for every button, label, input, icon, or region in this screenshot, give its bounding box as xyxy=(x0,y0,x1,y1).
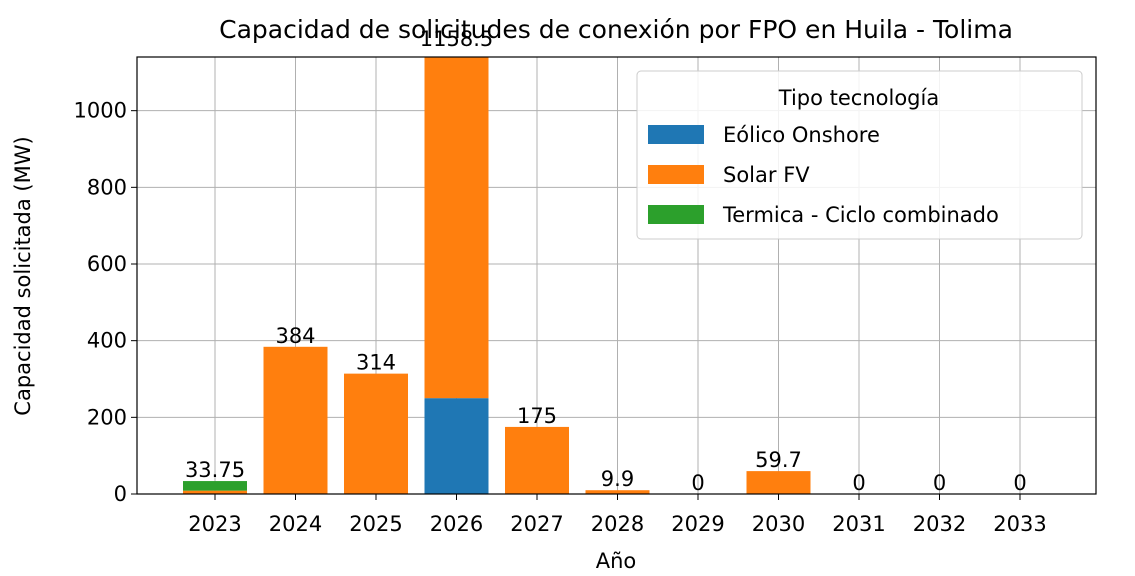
legend-swatch xyxy=(648,165,704,184)
x-tick-label: 2026 xyxy=(430,512,483,536)
legend-swatch xyxy=(648,205,704,224)
total-label: 0 xyxy=(691,471,704,495)
legend-box xyxy=(636,70,1083,240)
plot-frame xyxy=(136,56,1097,495)
y-tick-label: 600 xyxy=(87,252,127,276)
bar-segment xyxy=(505,426,569,494)
bar-segment xyxy=(424,57,489,399)
bar-segment xyxy=(183,490,247,494)
x-tick-label: 2031 xyxy=(832,512,885,536)
legend-swatch xyxy=(648,125,704,144)
y-tick-label: 200 xyxy=(87,405,127,429)
x-tick-label: 2024 xyxy=(269,512,322,536)
total-label: 59.7 xyxy=(755,448,802,472)
bar-segment xyxy=(746,471,811,494)
total-label: 384 xyxy=(275,324,315,348)
y-tick-label: 400 xyxy=(87,329,127,353)
total-label: 0 xyxy=(933,471,946,495)
x-tick-label: 2032 xyxy=(913,512,966,536)
x-tick-label: 2023 xyxy=(188,512,241,536)
y-tick-label: 1000 xyxy=(74,99,127,123)
x-tick-label: 2030 xyxy=(752,512,805,536)
chart-title: Capacidad de solicitudes de conexión por… xyxy=(219,15,1013,44)
bar-segment xyxy=(344,373,408,494)
total-label: 314 xyxy=(356,351,396,375)
x-tick-label: 2025 xyxy=(349,512,402,536)
y-axis-label: Capacidad solicitada (MW) xyxy=(11,136,35,415)
y-tick-label: 800 xyxy=(87,175,127,199)
bar-segment xyxy=(424,398,489,494)
total-label: 0 xyxy=(1013,471,1026,495)
total-label: 1158.5 xyxy=(420,27,493,51)
x-tick-label: 2027 xyxy=(510,512,563,536)
x-axis-label: Año xyxy=(596,549,637,573)
bar-segment xyxy=(183,481,247,491)
bar-segment xyxy=(585,490,650,494)
x-tick-label: 2033 xyxy=(993,512,1046,536)
legend-label: Eólico Onshore xyxy=(723,123,880,147)
x-tick-label: 2029 xyxy=(671,512,724,536)
total-label: 175 xyxy=(517,404,557,428)
legend-label: Solar FV xyxy=(723,163,810,187)
total-label: 33.75 xyxy=(185,458,245,482)
y-tick-label: 0 xyxy=(114,482,127,506)
legend-label: Termica - Ciclo combinado xyxy=(722,203,999,227)
bar-segment xyxy=(263,346,328,494)
total-label: 9.9 xyxy=(601,467,634,491)
legend-title: Tipo tecnología xyxy=(778,86,939,110)
x-tick-label: 2028 xyxy=(591,512,644,536)
total-label: 0 xyxy=(852,471,865,495)
bars xyxy=(183,57,811,494)
